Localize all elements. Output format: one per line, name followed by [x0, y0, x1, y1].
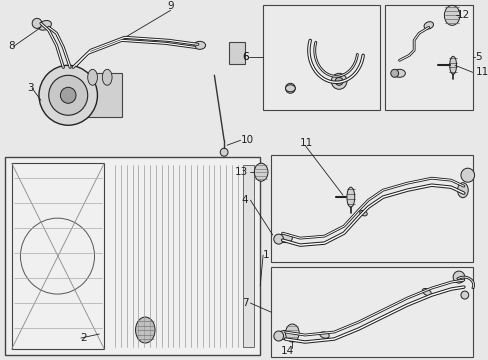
Bar	[270, 155, 472, 262]
Circle shape	[331, 73, 346, 89]
Text: 7: 7	[242, 298, 248, 308]
Circle shape	[39, 65, 97, 125]
Ellipse shape	[393, 69, 405, 77]
Bar	[12, 163, 104, 349]
Bar	[384, 5, 472, 110]
Text: 9: 9	[167, 1, 174, 12]
Text: 5: 5	[474, 52, 481, 62]
Ellipse shape	[277, 330, 291, 339]
Ellipse shape	[457, 183, 468, 198]
Circle shape	[452, 271, 464, 283]
Bar	[270, 267, 472, 357]
Bar	[5, 157, 260, 355]
Bar	[228, 42, 244, 64]
Ellipse shape	[38, 21, 51, 30]
Bar	[242, 165, 254, 347]
Ellipse shape	[359, 211, 366, 216]
Circle shape	[61, 87, 76, 103]
Circle shape	[32, 18, 42, 28]
Bar	[78, 73, 122, 117]
Text: 11: 11	[474, 67, 488, 77]
Circle shape	[273, 331, 283, 341]
Text: 2: 2	[80, 333, 86, 343]
Text: 6: 6	[242, 52, 248, 62]
Ellipse shape	[346, 187, 354, 207]
Circle shape	[220, 148, 227, 156]
Circle shape	[460, 291, 468, 299]
Ellipse shape	[87, 69, 97, 85]
Ellipse shape	[422, 288, 430, 296]
Text: 8: 8	[8, 41, 14, 51]
Circle shape	[460, 168, 474, 182]
Text: 10: 10	[240, 135, 253, 145]
Ellipse shape	[285, 324, 299, 342]
Ellipse shape	[102, 69, 112, 85]
Circle shape	[285, 83, 295, 93]
Bar	[263, 5, 379, 110]
Circle shape	[390, 69, 398, 77]
Ellipse shape	[278, 234, 292, 243]
Ellipse shape	[423, 22, 433, 29]
Circle shape	[335, 77, 342, 85]
Text: 4: 4	[242, 195, 248, 205]
Ellipse shape	[449, 56, 456, 74]
Ellipse shape	[285, 85, 295, 92]
Circle shape	[49, 75, 87, 115]
Text: 14: 14	[280, 346, 293, 356]
Circle shape	[273, 234, 283, 244]
Ellipse shape	[254, 163, 267, 181]
Text: 1: 1	[263, 250, 269, 260]
Text: 11: 11	[300, 138, 313, 148]
Text: 12: 12	[456, 10, 469, 21]
Ellipse shape	[135, 317, 155, 343]
Ellipse shape	[319, 332, 328, 338]
Ellipse shape	[194, 41, 205, 49]
Text: 3: 3	[27, 83, 34, 93]
Text: 13: 13	[235, 167, 248, 177]
Text: 6: 6	[242, 52, 248, 62]
Ellipse shape	[444, 5, 459, 25]
